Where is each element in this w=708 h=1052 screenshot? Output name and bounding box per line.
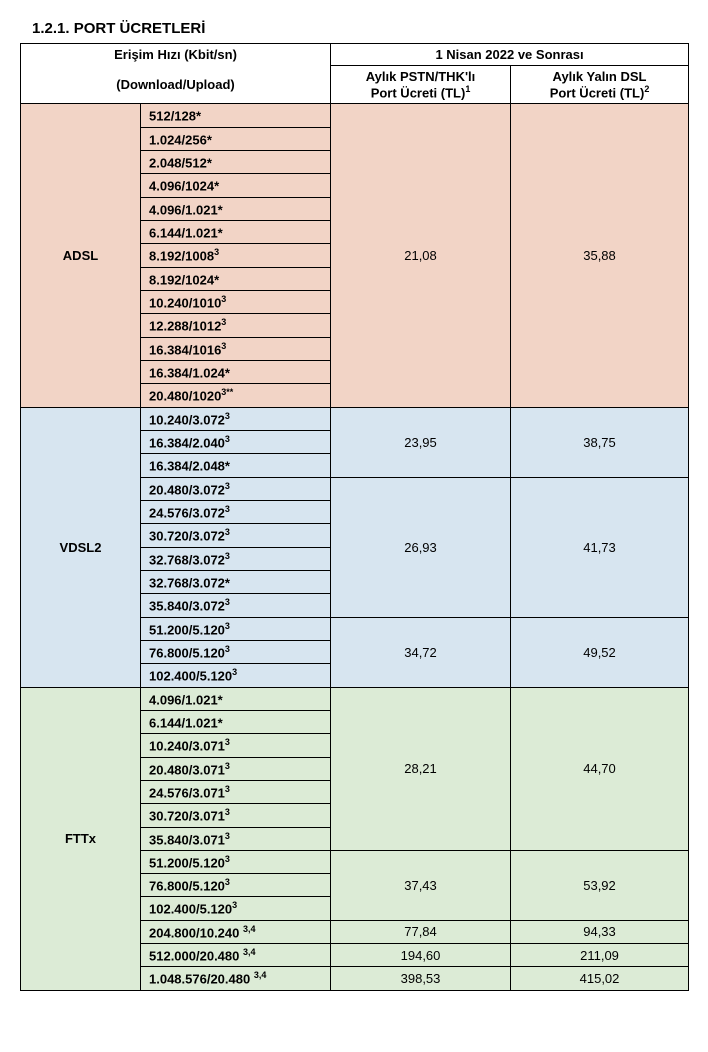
speed-cell: 35.840/3.0723: [141, 594, 331, 617]
tech-adsl: ADSL: [21, 104, 141, 407]
speed-cell: 16.384/2.048*: [141, 454, 331, 477]
price-pstn: 398,53: [331, 967, 511, 990]
price-yalin: 38,75: [511, 407, 689, 477]
speed-cell: 2.048/512*: [141, 150, 331, 173]
speed-cell: 12.288/10123: [141, 314, 331, 337]
header-pstn: Aylık PSTN/THK'lı Port Ücreti (TL)1: [331, 66, 511, 104]
price-pstn: 21,08: [331, 104, 511, 407]
speed-cell: 204.800/10.240 3,4: [141, 920, 331, 943]
price-pstn: 194,60: [331, 944, 511, 967]
speed-cell: 20.480/3.0723: [141, 477, 331, 500]
price-yalin: 35,88: [511, 104, 689, 407]
speed-cell: 4.096/1.021*: [141, 197, 331, 220]
speed-cell: 1.048.576/20.480 3,4: [141, 967, 331, 990]
price-pstn: 26,93: [331, 477, 511, 617]
price-pstn: 23,95: [331, 407, 511, 477]
speed-cell: 512/128*: [141, 104, 331, 127]
speed-cell: 20.480/3.0713: [141, 757, 331, 780]
speed-cell: 1.024/256*: [141, 127, 331, 150]
price-yalin: 49,52: [511, 617, 689, 687]
speed-cell: 24.576/3.0713: [141, 780, 331, 803]
speed-cell: 8.192/10083: [141, 244, 331, 267]
price-pstn: 77,84: [331, 920, 511, 943]
header-yalin: Aylık Yalın DSL Port Ücreti (TL)2: [511, 66, 689, 104]
speed-cell: 16.384/1.024*: [141, 360, 331, 383]
price-yalin: 94,33: [511, 920, 689, 943]
speed-cell: 10.240/10103: [141, 290, 331, 313]
speed-cell: 20.480/10203**: [141, 384, 331, 407]
speed-cell: 30.720/3.0713: [141, 804, 331, 827]
speed-cell: 102.400/5.1203: [141, 897, 331, 920]
speed-cell: 10.240/3.0713: [141, 734, 331, 757]
price-pstn: 37,43: [331, 850, 511, 920]
price-pstn: 28,21: [331, 687, 511, 850]
section-title: 1.2.1. PORT ÜCRETLERİ: [32, 20, 688, 37]
speed-cell: 10.240/3.0723: [141, 407, 331, 430]
port-fees-table: Erişim Hızı (Kbit/sn) 1 Nisan 2022 ve So…: [20, 43, 689, 991]
speed-cell: 76.800/5.1203: [141, 874, 331, 897]
speed-cell: 8.192/1024*: [141, 267, 331, 290]
speed-cell: 16.384/10163: [141, 337, 331, 360]
speed-cell: 6.144/1.021*: [141, 710, 331, 733]
header-access-speed: Erişim Hızı (Kbit/sn): [21, 44, 331, 66]
price-yalin: 415,02: [511, 967, 689, 990]
speed-cell: 24.576/3.0723: [141, 500, 331, 523]
speed-cell: 35.840/3.0713: [141, 827, 331, 850]
price-pstn: 34,72: [331, 617, 511, 687]
tech-vdsl2: VDSL2: [21, 407, 141, 687]
tech-fttx: FTTx: [21, 687, 141, 990]
price-yalin: 53,92: [511, 850, 689, 920]
speed-cell: 32.768/3.0723: [141, 547, 331, 570]
speed-cell: 102.400/5.1203: [141, 664, 331, 687]
speed-cell: 51.200/5.1203: [141, 617, 331, 640]
speed-cell: 76.800/5.1203: [141, 640, 331, 663]
price-yalin: 211,09: [511, 944, 689, 967]
speed-cell: 16.384/2.0403: [141, 430, 331, 453]
speed-cell: 6.144/1.021*: [141, 220, 331, 243]
speed-cell: 32.768/3.072*: [141, 570, 331, 593]
speed-cell: 4.096/1.021*: [141, 687, 331, 710]
price-yalin: 44,70: [511, 687, 689, 850]
header-download-upload: (Download/Upload): [21, 66, 331, 104]
speed-cell: 30.720/3.0723: [141, 524, 331, 547]
speed-cell: 512.000/20.480 3,4: [141, 944, 331, 967]
speed-cell: 51.200/5.1203: [141, 850, 331, 873]
price-yalin: 41,73: [511, 477, 689, 617]
header-period: 1 Nisan 2022 ve Sonrası: [331, 44, 689, 66]
speed-cell: 4.096/1024*: [141, 174, 331, 197]
